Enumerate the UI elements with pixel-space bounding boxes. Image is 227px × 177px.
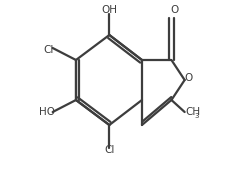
Text: Cl: Cl xyxy=(104,145,114,155)
Text: CH: CH xyxy=(185,107,200,117)
Text: OH: OH xyxy=(101,5,117,15)
Text: O: O xyxy=(184,73,192,83)
Text: 3: 3 xyxy=(194,113,198,119)
Text: O: O xyxy=(170,5,178,15)
Text: Cl: Cl xyxy=(43,45,54,55)
Text: HO: HO xyxy=(39,107,55,117)
